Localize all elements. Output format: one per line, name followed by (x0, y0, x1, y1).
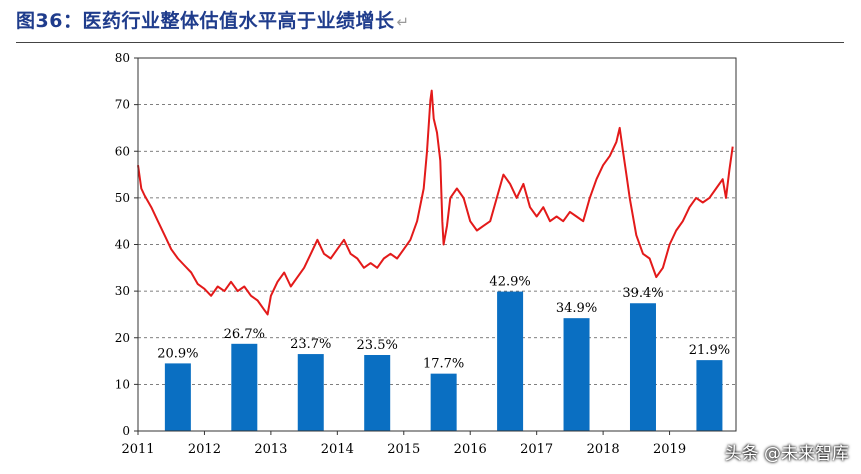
growth-bar (563, 318, 590, 431)
y-tick-label: 10 (115, 377, 130, 391)
x-tick-label: 2016 (454, 442, 487, 457)
x-tick-label: 2011 (121, 442, 154, 457)
x-tick-label: 2012 (188, 442, 221, 457)
y-tick-label: 40 (115, 238, 130, 252)
x-tick-label: 2019 (653, 442, 686, 457)
bar-value-label: 34.9% (556, 301, 597, 316)
y-tick-labels: 0 10 20 30 40 50 60 70 80 (115, 51, 138, 438)
y-tick-label: 50 (115, 191, 130, 205)
bar-value-label: 21.9% (689, 343, 730, 358)
bar-value-label: 42.9% (489, 275, 530, 290)
valuation-line (137, 89, 734, 316)
x-tick-label: 2018 (587, 442, 620, 457)
x-tick-label: 2013 (254, 442, 287, 457)
y-tick-label: 60 (115, 144, 130, 158)
growth-bar (430, 373, 457, 431)
x-tick-label: 2015 (387, 442, 420, 457)
growth-bar (629, 303, 656, 431)
growth-bar (297, 354, 324, 431)
growth-bar-labels: 20.9% 26.7% 23.7% 23.5% 17.7% 42.9% 34.9% 39.4%… (157, 275, 730, 372)
growth-bar (164, 363, 191, 431)
watermark: 头条 @未来智库 (724, 444, 849, 464)
bar-value-label: 20.9% (157, 346, 198, 361)
bar-value-label: 23.5% (357, 338, 398, 353)
y-tick-label: 20 (115, 331, 130, 345)
chart-title-text: 图36：医药行业整体估值水平高于业绩增长 (16, 10, 395, 32)
growth-bar (497, 291, 524, 431)
y-tick-label: 30 (115, 284, 130, 298)
x-tick-labels: 2011 2012 2013 2014 2015 2016 2017 2018 2019 (121, 431, 686, 457)
growth-bars (164, 291, 723, 431)
valuation-line-path (137, 89, 734, 316)
x-tick-label: 2014 (321, 442, 354, 457)
bar-value-label: 23.7% (290, 337, 331, 352)
title-underline (16, 42, 844, 43)
growth-bar (364, 355, 391, 431)
y-tick-label: 0 (122, 424, 130, 438)
bar-value-label: 26.7% (224, 327, 265, 342)
chart-title: 图36：医药行业整体估值水平高于业绩增长 ↵ (16, 6, 410, 33)
y-tick-label: 80 (115, 51, 130, 65)
y-tick-label: 70 (115, 98, 130, 112)
return-mark-glyph: ↵ (396, 13, 410, 31)
bar-value-label: 39.4% (622, 286, 663, 301)
bar-value-label: 17.7% (423, 357, 464, 372)
growth-bar (696, 360, 723, 431)
x-tick-label: 2017 (520, 442, 553, 457)
growth-bar (231, 343, 258, 431)
